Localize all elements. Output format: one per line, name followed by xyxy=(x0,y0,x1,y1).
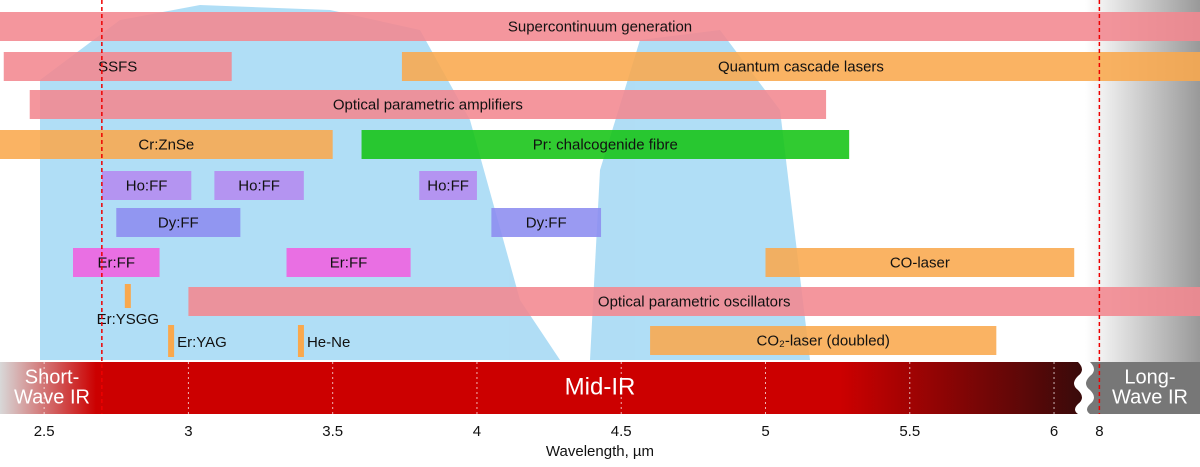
x-tick-label: 6 xyxy=(1050,423,1058,440)
bar-label: Er:FF xyxy=(98,254,136,271)
range-bar xyxy=(286,248,411,277)
x-tick-label: 8 xyxy=(1095,423,1103,440)
bar-label: CO-laser xyxy=(890,254,950,271)
range-bar xyxy=(116,208,241,237)
bar-label: Quantum cascade lasers xyxy=(718,58,884,75)
range-bar xyxy=(491,208,602,237)
marker-label: Er:YAG xyxy=(177,334,227,351)
long-wave-band xyxy=(1085,362,1200,414)
region-label: Wave IR xyxy=(1112,386,1188,408)
laser-line xyxy=(297,325,304,357)
range-bar xyxy=(0,12,1200,41)
range-bar xyxy=(361,130,850,159)
bar-label: SSFS xyxy=(98,58,137,75)
bar-label: Dy:FF xyxy=(526,214,567,231)
marker-label: He-Ne xyxy=(307,334,350,351)
bar-label: CO₂-laser (doubled) xyxy=(757,332,890,349)
axis-break xyxy=(1074,362,1094,414)
range-bar xyxy=(419,171,477,200)
laser-line xyxy=(168,325,175,357)
range-bar xyxy=(101,171,192,200)
bar-label: Cr:ZnSe xyxy=(138,136,194,153)
x-axis-label: Wavelength, µm xyxy=(546,443,654,460)
bar-label: Er:FF xyxy=(330,254,368,271)
range-bar xyxy=(765,248,1075,277)
x-tick-label: 5.5 xyxy=(899,423,920,440)
x-tick-label: 5 xyxy=(761,423,769,440)
bar-label: Ho:FF xyxy=(126,177,168,194)
bar-label: Ho:FF xyxy=(238,177,280,194)
range-bar xyxy=(188,287,1200,316)
range-bar xyxy=(650,326,997,355)
bar-label: Dy:FF xyxy=(158,214,199,231)
region-label: Wave IR xyxy=(14,386,90,408)
x-tick-label: 4 xyxy=(473,423,481,440)
range-bar xyxy=(0,130,333,159)
bar-label: Supercontinuum generation xyxy=(508,18,692,35)
bar-label: Pr: chalcogenide fibre xyxy=(533,136,678,153)
laser-line xyxy=(124,284,131,308)
x-tick-label: 4.5 xyxy=(611,423,632,440)
range-bar xyxy=(73,248,160,277)
range-bar xyxy=(29,90,827,119)
bar-label: Optical parametric amplifiers xyxy=(333,96,523,113)
ir-band xyxy=(0,362,1200,414)
x-tick-label: 3.5 xyxy=(322,423,343,440)
marker-label: Er:YSGG xyxy=(97,311,160,328)
region-label: Short- xyxy=(25,366,79,388)
bar-label: Optical parametric oscillators xyxy=(598,293,791,310)
range-bar xyxy=(401,52,1200,81)
region-label: Long- xyxy=(1124,366,1175,388)
range-bar xyxy=(3,52,232,81)
region-label: Mid-IR xyxy=(565,373,636,400)
bar-label: Ho:FF xyxy=(427,177,469,194)
x-tick-label: 3 xyxy=(184,423,192,440)
x-tick-label: 2.5 xyxy=(34,423,55,440)
range-bar xyxy=(214,171,304,200)
